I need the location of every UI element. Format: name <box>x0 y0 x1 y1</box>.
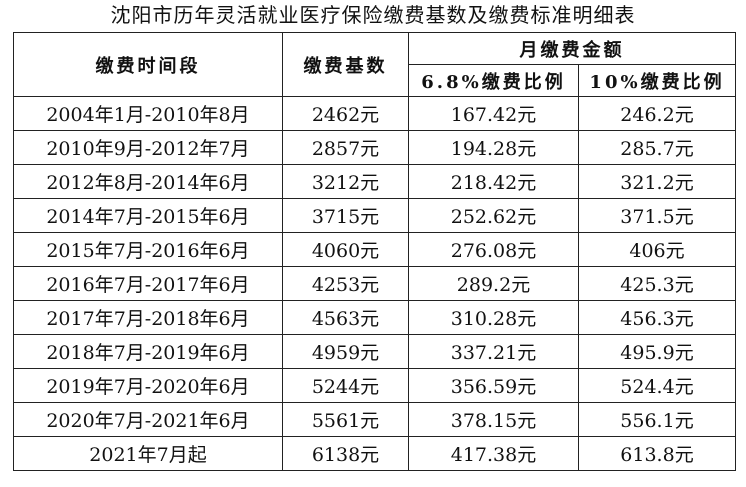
table-cell: 3715元 <box>282 198 409 233</box>
table-header: 缴费时间段 缴费基数 月缴费金额 6.8%缴费比例 10%缴费比例 <box>13 32 736 97</box>
table-row: 2016年7月-2017年6月 4253元 289.2元 425.3元 <box>13 266 736 301</box>
table-cell: 4563元 <box>282 300 409 335</box>
table-cell: 495.9元 <box>578 334 736 369</box>
table-cell: 5244元 <box>282 368 409 403</box>
table-cell: 246.2元 <box>578 96 736 131</box>
table-cell: 194.28元 <box>408 130 579 165</box>
table-row: 2014年7月-2015年6月 3715元 252.62元 371.5元 <box>13 198 736 233</box>
table-cell: 456.3元 <box>578 300 736 335</box>
table-row: 2017年7月-2018年6月 4563元 310.28元 456.3元 <box>13 300 736 335</box>
table-row: 2010年9月-2012年7月 2857元 194.28元 285.7元 <box>13 130 736 165</box>
table-cell: 2462元 <box>282 96 409 131</box>
table-row: 2015年7月-2016年6月 4060元 276.08元 406元 <box>13 232 736 267</box>
table-cell: 276.08元 <box>408 232 579 267</box>
table-cell: 613.8元 <box>578 436 736 471</box>
table-cell: 4060元 <box>282 232 409 267</box>
table-cell: 356.59元 <box>408 368 579 403</box>
table-cell: 289.2元 <box>408 266 579 301</box>
table-cell: 524.4元 <box>578 368 736 403</box>
table-cell: 3212元 <box>282 164 409 199</box>
table-cell: 2004年1月-2010年8月 <box>13 96 283 131</box>
table-cell: 2017年7月-2018年6月 <box>13 300 283 335</box>
table-body: 2004年1月-2010年8月 2462元 167.42元 246.2元 2010年9月… <box>13 96 736 471</box>
header-cell: 6.8%缴费比例 <box>408 64 579 97</box>
header-row: 缴费时间段 缴费基数 月缴费金额 <box>13 32 736 97</box>
table-row: 2020年7月-2021年6月 5561元 378.15元 556.1元 <box>13 402 736 437</box>
table-row: 2004年1月-2010年8月 2462元 167.42元 246.2元 <box>13 96 736 131</box>
table-cell: 2010年9月-2012年7月 <box>13 130 283 165</box>
table-title: 沈阳市历年灵活就业医疗保险缴费基数及缴费标准明细表 <box>110 3 636 27</box>
table-cell: 371.5元 <box>578 198 736 233</box>
table-cell: 406元 <box>578 232 736 267</box>
table-row: 2019年7月-2020年6月 5244元 356.59元 524.4元 <box>13 368 736 403</box>
table-cell: 425.3元 <box>578 266 736 301</box>
table-cell: 2018年7月-2019年6月 <box>13 334 283 369</box>
table-cell: 2015年7月-2016年6月 <box>13 232 283 267</box>
table-cell: 2016年7月-2017年6月 <box>13 266 283 301</box>
table-cell: 6138元 <box>282 436 409 471</box>
table-cell: 2012年8月-2014年6月 <box>13 164 283 199</box>
table-cell: 4253元 <box>282 266 409 301</box>
table-cell: 167.42元 <box>408 96 579 131</box>
table-cell: 321.2元 <box>578 164 736 199</box>
header-row: 6.8%缴费比例 10%缴费比例 <box>14 64 736 97</box>
table-cell: 2014年7月-2015年6月 <box>13 198 283 233</box>
table-cell: 252.62元 <box>408 198 579 233</box>
header-cell: 月缴费金额 <box>408 32 736 65</box>
table-cell: 218.42元 <box>408 164 579 199</box>
table-cell: 2021年7月起 <box>13 436 283 471</box>
header-cell: 缴费时间段 <box>13 32 283 97</box>
header-cell: 10%缴费比例 <box>578 64 736 97</box>
header-cell: 缴费基数 <box>282 32 409 97</box>
table-row: 2012年8月-2014年6月 3212元 218.42元 321.2元 <box>13 164 736 199</box>
table-cell: 556.1元 <box>578 402 736 437</box>
table-cell: 337.21元 <box>408 334 579 369</box>
table-cell: 310.28元 <box>408 300 579 335</box>
table-cell: 2019年7月-2020年6月 <box>13 368 283 403</box>
table-cell: 285.7元 <box>578 130 736 165</box>
table-row: 2018年7月-2019年6月 4959元 337.21元 495.9元 <box>13 334 736 369</box>
table-cell: 417.38元 <box>408 436 579 471</box>
table-cell: 4959元 <box>282 334 409 369</box>
table-row: 2021年7月起 6138元 417.38元 613.8元 <box>13 436 736 471</box>
table-cell: 378.15元 <box>408 402 579 437</box>
table-cell: 2857元 <box>282 130 409 165</box>
table-cell: 5561元 <box>282 402 409 437</box>
table-cell: 2020年7月-2021年6月 <box>13 402 283 437</box>
contribution-table: 缴费时间段 缴费基数 月缴费金额 6.8%缴费比例 10%缴费比例 2004年1… <box>13 32 736 471</box>
